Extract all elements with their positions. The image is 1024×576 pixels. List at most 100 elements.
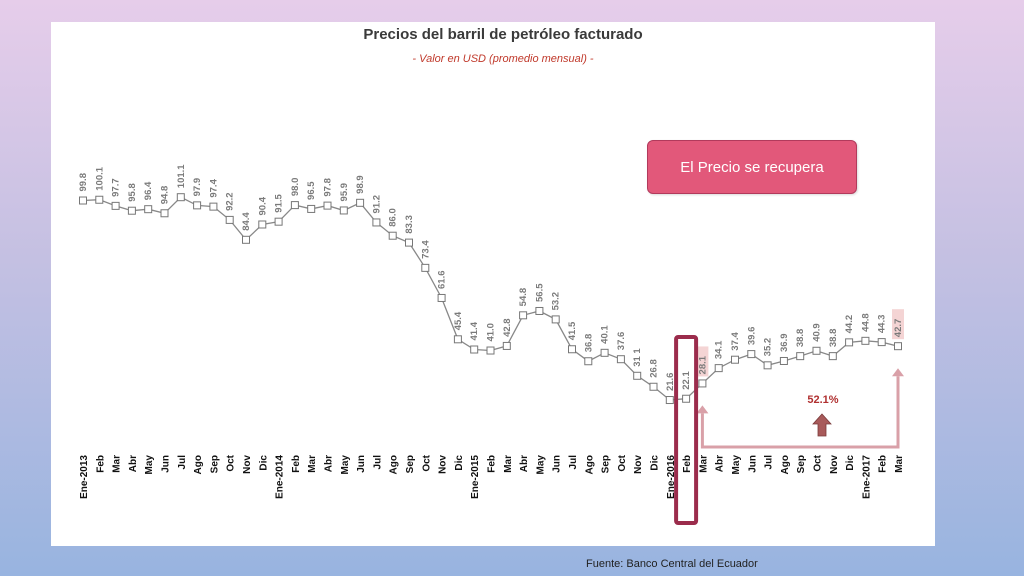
data-point (323, 201, 332, 210)
x-tick-label: Oct (421, 454, 432, 471)
chart-title: Precios del barril de petróleo facturado (363, 26, 642, 43)
data-point (307, 204, 316, 213)
x-tick-label: Ago (584, 455, 595, 474)
value-label: 61.6 (437, 270, 448, 289)
x-tick-label: Jun (161, 455, 172, 473)
data-point (95, 195, 104, 204)
price-series (82, 196, 899, 401)
data-point (845, 338, 854, 347)
x-tick-label: Feb (487, 455, 498, 473)
value-label-highlight (892, 309, 904, 340)
source-note: Fuente: Banco Central del Ecuador (586, 558, 758, 570)
value-label: 34.1 (714, 340, 725, 359)
value-label: 56.5 (534, 283, 545, 302)
value-label: 39.6 (746, 327, 757, 346)
data-point (633, 371, 642, 380)
x-tick-label: Sep (405, 455, 416, 473)
callout-text: El Precio se recupera (680, 158, 824, 176)
x-tick-label: Jun (747, 455, 758, 473)
value-label: 22.1 (681, 371, 692, 390)
data-point (502, 341, 511, 350)
data-point (682, 394, 691, 403)
data-point (894, 342, 902, 351)
data-point (568, 345, 576, 354)
value-label: 91.2 (371, 195, 382, 214)
value-label: 44.3 (877, 315, 888, 334)
data-point (209, 202, 218, 211)
value-label: 40.9 (812, 323, 823, 342)
x-tick-label: Oct (813, 454, 824, 471)
data-point (176, 193, 185, 202)
x-tick-label: Abr (519, 455, 530, 472)
x-tick-label: Jun (552, 455, 563, 473)
x-tick-label: Jul (568, 455, 579, 470)
x-tick-label: Nov (242, 455, 253, 474)
x-tick-label: Feb (95, 455, 106, 473)
data-point (877, 338, 886, 347)
value-label: 92.2 (225, 192, 236, 211)
x-tick-label: Sep (601, 455, 612, 473)
x-tick-label: Jul (372, 455, 383, 470)
x-tick-label: May (340, 455, 351, 475)
data-point (160, 209, 169, 218)
value-label: 96.5 (306, 181, 317, 200)
recovery-callout: El Precio se recupera (647, 140, 857, 194)
value-label: 97.4 (208, 178, 219, 197)
value-label: 28.1 (697, 355, 708, 374)
x-tick-label: Nov (633, 455, 644, 474)
data-point (193, 201, 202, 210)
data-point (421, 263, 430, 272)
data-point (600, 348, 609, 357)
value-label: 41.0 (486, 323, 497, 342)
value-label: 53.2 (551, 292, 562, 311)
x-tick-label: Dic (258, 455, 269, 471)
data-point (258, 220, 267, 229)
value-label: 83.3 (404, 215, 415, 234)
data-point (486, 346, 495, 355)
percent-label: 52.1% (807, 394, 838, 406)
value-label: 26.8 (649, 359, 660, 378)
x-tick-label: Feb (291, 455, 302, 473)
data-point (372, 218, 381, 227)
value-label: 36.8 (583, 334, 594, 353)
value-label: 36.9 (779, 333, 790, 352)
value-label: 44.2 (844, 315, 855, 334)
data-point (453, 335, 462, 344)
value-label: 98.0 (290, 178, 301, 197)
data-point (812, 346, 821, 355)
arrow-head (696, 405, 709, 414)
value-label: 40.1 (600, 325, 611, 344)
chart-panel: Precios del barril de petróleo facturado… (51, 22, 935, 546)
x-tick-label: Mar (698, 455, 709, 473)
x-tick-label: Ago (193, 455, 204, 474)
x-tick-label: Jun (356, 455, 367, 473)
data-point (551, 315, 560, 324)
value-label: 84.4 (241, 212, 252, 231)
arrow-head (892, 368, 904, 377)
x-tick-label: Dic (650, 455, 661, 471)
data-point (388, 231, 397, 240)
value-label: 21.6 (665, 373, 676, 392)
value-label: 96.4 (143, 181, 154, 200)
data-point (698, 379, 707, 388)
value-label: 91.5 (274, 193, 285, 212)
data-point (584, 357, 593, 366)
value-label: 54.8 (518, 288, 529, 307)
x-tick-label: Mar (894, 455, 905, 473)
recovery-arrow (696, 368, 904, 449)
value-label: 98.9 (355, 175, 366, 194)
x-tick-label: Ene-2013 (79, 455, 90, 499)
value-label: 94.8 (160, 186, 171, 205)
data-point (535, 306, 544, 315)
chart: Precios del barril de petróleo facturado… (78, 26, 905, 525)
value-label: 45.4 (453, 311, 464, 330)
data-point (714, 364, 723, 373)
value-label: 42.8 (502, 318, 513, 337)
x-tick-label: Abr (128, 455, 139, 472)
x-tick-label: Jul (177, 455, 188, 470)
percent-annotation: 52.1% (807, 394, 839, 437)
value-label: 86.0 (388, 208, 399, 227)
chart-subtitle: - Valor en USD (promedio mensual) - (412, 53, 593, 65)
data-point (747, 350, 756, 359)
data-point (763, 361, 772, 370)
